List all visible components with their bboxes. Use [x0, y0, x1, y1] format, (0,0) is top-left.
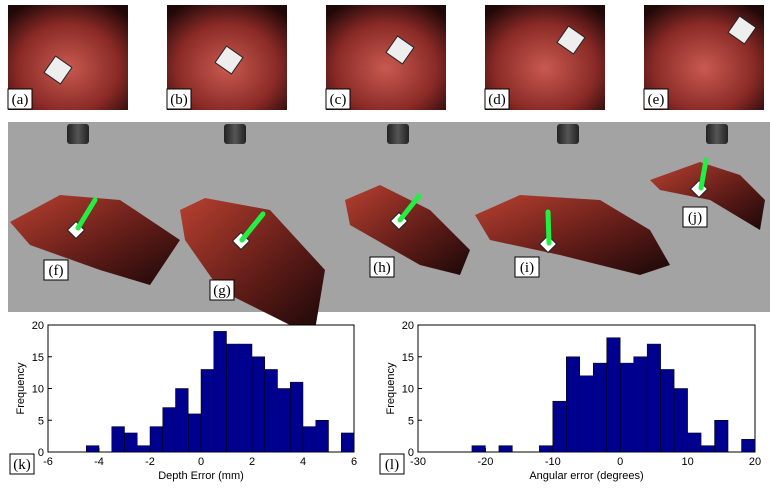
- x-tick-label: 0: [198, 456, 204, 468]
- x-tick-label: 6: [351, 456, 357, 468]
- x-tick-label: -20: [477, 456, 493, 468]
- bar: [472, 446, 485, 452]
- bar: [661, 369, 674, 452]
- bar: [112, 427, 125, 452]
- panel-label: (d): [488, 92, 506, 108]
- bar: [176, 389, 189, 453]
- bar: [742, 439, 755, 452]
- panel-label: (k): [13, 457, 31, 473]
- x-tick-label: -10: [545, 456, 561, 468]
- bar: [150, 427, 163, 452]
- bar: [634, 357, 647, 452]
- y-tick-label: 5: [38, 415, 44, 427]
- x-axis-label: Angular error (degrees): [529, 470, 643, 482]
- x-tick-label: -6: [43, 456, 53, 468]
- bar: [265, 369, 278, 452]
- bar: [86, 446, 99, 452]
- scene: (f) (g) (h) (i) (j): [8, 122, 770, 330]
- bar: [499, 446, 512, 452]
- y-tick-label: 10: [32, 384, 44, 396]
- bar: [252, 357, 265, 452]
- y-tick-label: 20: [402, 320, 414, 332]
- bar: [539, 446, 552, 452]
- x-tick-label: 10: [681, 456, 693, 468]
- panel-label: (i): [520, 260, 534, 276]
- x-axis-label: Depth Error (mm): [158, 470, 244, 482]
- panel-label: (l): [385, 457, 399, 473]
- bar: [290, 382, 303, 452]
- bar: [341, 433, 354, 452]
- panel-label: (e): [648, 92, 665, 108]
- bar: [163, 408, 176, 452]
- figure: (a) (b) (c) (d) (e) (f) (g) (h) (i) (j): [0, 0, 770, 489]
- x-tick-label: -2: [145, 456, 155, 468]
- bar: [316, 420, 329, 452]
- x-tick-label: -4: [94, 456, 104, 468]
- bar: [701, 446, 714, 452]
- x-tick-label: 20: [749, 456, 761, 468]
- bar: [201, 369, 214, 452]
- panel-label: (c): [330, 92, 347, 108]
- y-axis-label: Frequency: [385, 362, 397, 414]
- panel-label: (f): [49, 263, 64, 279]
- panel-label: (j): [688, 210, 702, 226]
- bar: [607, 338, 620, 452]
- photo-row: (a) (b) (c) (d) (e): [8, 5, 764, 110]
- bar: [239, 344, 252, 452]
- bar: [688, 433, 701, 452]
- bar: [566, 357, 579, 452]
- x-tick-label: 2: [249, 456, 255, 468]
- y-tick-label: 5: [408, 415, 414, 427]
- bar: [593, 363, 606, 452]
- y-axis-label: Frequency: [15, 362, 27, 414]
- bar: [553, 401, 566, 452]
- y-tick-label: 15: [32, 352, 44, 364]
- x-tick-label: -30: [410, 456, 426, 468]
- bar: [188, 414, 201, 452]
- bar: [278, 389, 291, 453]
- panel-label: (g): [213, 283, 231, 299]
- panel-label: (h): [373, 260, 391, 276]
- panel-label: (a): [12, 92, 29, 108]
- bar: [137, 446, 150, 452]
- bar: [214, 331, 227, 452]
- y-tick-label: 20: [32, 320, 44, 332]
- bar: [125, 433, 138, 452]
- bar: [227, 344, 240, 452]
- bar: [620, 363, 633, 452]
- x-tick-label: 0: [617, 456, 623, 468]
- bar: [580, 376, 593, 452]
- bar: [647, 344, 660, 452]
- panel-label: (b): [170, 92, 188, 108]
- y-tick-label: 10: [402, 384, 414, 396]
- bar: [715, 420, 728, 452]
- x-tick-label: 4: [300, 456, 306, 468]
- bar: [674, 389, 687, 453]
- bar: [303, 427, 316, 452]
- y-tick-label: 15: [402, 352, 414, 364]
